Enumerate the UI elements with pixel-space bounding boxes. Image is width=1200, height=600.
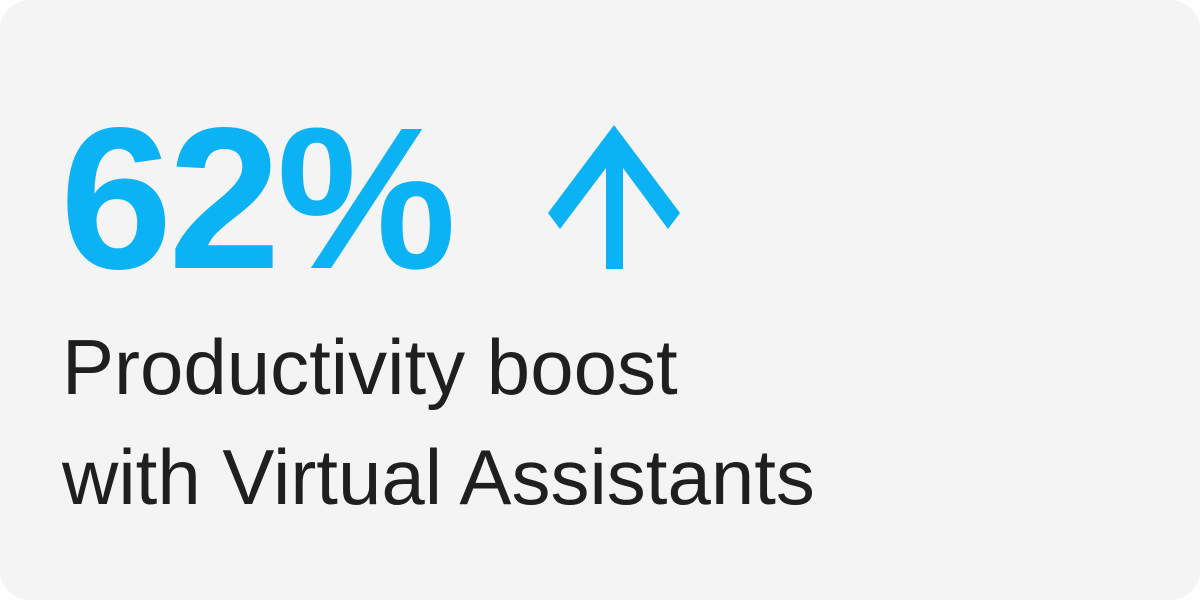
arrow-up-icon [548,125,680,269]
stat-value: 62% [60,85,456,311]
stat-caption: Productivity boost with Virtual Assistan… [62,312,815,532]
caption-line-2: with Virtual Assistants [62,433,815,521]
caption-line-1: Productivity boost [62,323,678,411]
